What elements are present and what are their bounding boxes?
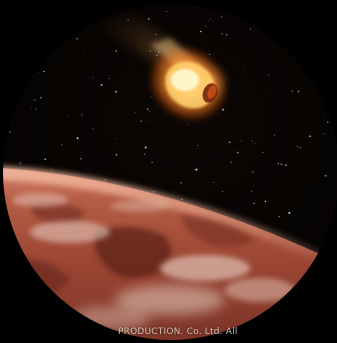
star (115, 90, 117, 93)
star (196, 144, 199, 147)
star (288, 212, 291, 214)
star (236, 151, 239, 154)
star (81, 114, 83, 116)
star (151, 161, 153, 164)
star (19, 162, 22, 164)
star (209, 18, 211, 20)
star (243, 70, 245, 71)
star (209, 54, 211, 56)
star (151, 96, 153, 98)
star (83, 53, 84, 54)
star (76, 37, 78, 40)
comet (147, 45, 229, 123)
star (115, 138, 117, 140)
star (222, 190, 223, 192)
star (291, 90, 293, 92)
star (108, 78, 110, 80)
star (208, 21, 210, 23)
star (222, 108, 225, 111)
star (264, 200, 266, 202)
star (285, 164, 287, 166)
star (252, 171, 254, 173)
star (147, 18, 150, 20)
star (268, 74, 270, 76)
star (221, 33, 223, 35)
star (205, 25, 207, 27)
star (199, 30, 202, 33)
star (249, 28, 251, 30)
star (66, 115, 68, 117)
star (143, 153, 146, 156)
star (327, 121, 329, 123)
star (43, 70, 45, 73)
star (33, 98, 36, 101)
star (296, 145, 299, 148)
star (92, 77, 94, 79)
star (299, 147, 301, 149)
star (255, 143, 257, 145)
star (133, 62, 135, 63)
star (148, 120, 150, 122)
star (9, 131, 11, 133)
star (187, 124, 188, 126)
star (39, 96, 42, 99)
star (51, 169, 53, 171)
star (251, 140, 253, 142)
star (277, 162, 280, 165)
star (180, 181, 182, 184)
star (230, 161, 232, 163)
star (115, 154, 118, 156)
star (323, 133, 325, 135)
copyright-credit: PRODUCTION. Co. Ltd. All (118, 327, 238, 337)
star (278, 215, 281, 218)
star (61, 144, 63, 146)
star (253, 202, 255, 205)
star (225, 34, 228, 36)
star (220, 16, 223, 18)
star (144, 146, 147, 149)
star (149, 111, 150, 112)
star (213, 181, 215, 184)
star (262, 152, 264, 153)
star (297, 158, 298, 160)
star (100, 84, 103, 86)
star (30, 108, 32, 110)
star (140, 120, 143, 122)
star (241, 140, 243, 142)
star (250, 190, 253, 192)
star (164, 123, 166, 124)
star (37, 71, 39, 73)
star (35, 108, 37, 110)
star (195, 168, 198, 171)
star (92, 128, 94, 130)
star (147, 108, 149, 110)
star (309, 135, 311, 138)
star (270, 90, 271, 92)
star (228, 141, 231, 144)
star (80, 158, 82, 160)
star (44, 158, 46, 161)
star (273, 134, 276, 136)
star (297, 90, 300, 93)
star (280, 163, 283, 166)
star (115, 50, 118, 52)
star (324, 174, 327, 177)
star (323, 112, 324, 114)
star (166, 10, 167, 12)
star (151, 19, 153, 21)
star (76, 137, 79, 140)
star (134, 111, 137, 113)
